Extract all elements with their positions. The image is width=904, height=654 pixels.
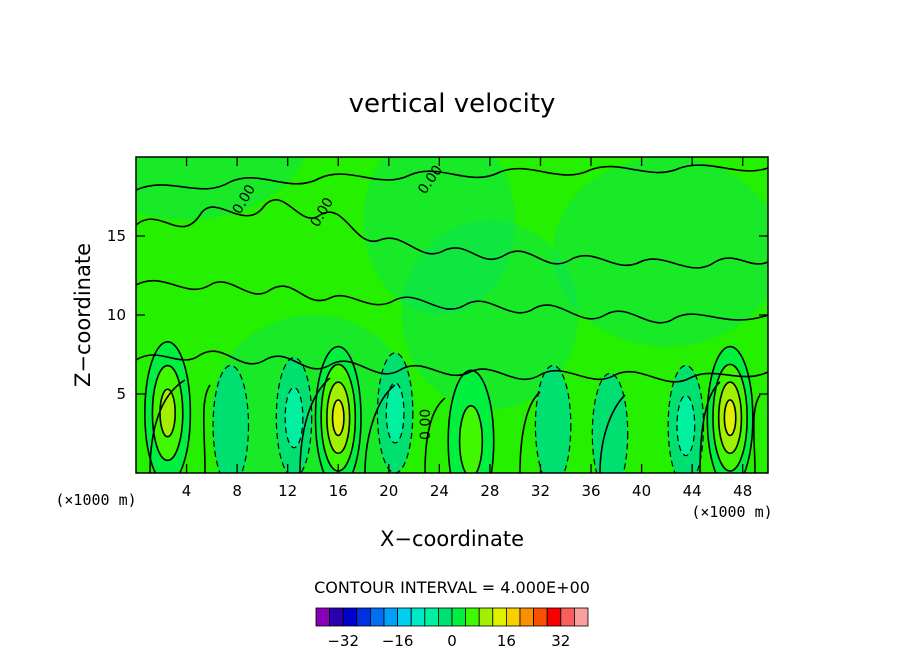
downdraft-contour: [284, 387, 304, 449]
colorbar-swatch: [424, 607, 439, 627]
updraft-contour: [458, 405, 484, 473]
colorbar-swatch: [342, 607, 358, 627]
zero-contour: [149, 377, 761, 473]
colorbar-swatch: [410, 607, 426, 627]
downdraft-fill: [676, 395, 695, 456]
zero-contour: [136, 350, 768, 383]
x-axis-ticks: 4 8 12 16 20 24 28 32 36 40 44 48: [182, 157, 752, 500]
y-axis-ticks: 5 10 15: [107, 227, 768, 403]
colorbar-tick-label: 0: [447, 632, 457, 650]
updraft-contour: [712, 363, 748, 472]
x-tick-label: 32: [531, 482, 550, 500]
x-tick-label: 12: [278, 482, 297, 500]
downdraft-fill: [535, 365, 571, 473]
colorbar-swatch: [465, 607, 480, 627]
contour-lines: [144, 341, 754, 473]
zero-contour: [136, 198, 768, 269]
colorbar-swatch: [383, 607, 399, 627]
downdraft-contour: [212, 364, 250, 473]
colorbar-swatch: [574, 607, 589, 627]
zero-contour: [136, 164, 768, 191]
x-tick-label: 44: [683, 482, 702, 500]
updraft-contour: [723, 399, 737, 437]
weak-downdraft-region: [553, 157, 768, 347]
zero-contour: [136, 279, 768, 324]
colorbar-swatch: [478, 607, 494, 627]
downdraft-fill: [285, 387, 303, 448]
colorbar-swatch: [492, 607, 507, 627]
contour-interval-text: CONTOUR INTERVAL = 4.000E+00: [314, 578, 590, 597]
updraft-contour: [314, 345, 362, 473]
colorbar-swatch: [369, 607, 385, 627]
downdraft-contour: [667, 364, 705, 473]
colorbar-swatch: [533, 607, 548, 627]
weak-downdraft-region: [136, 157, 306, 221]
x-tick-label: 4: [182, 482, 192, 500]
x-tick-label: 16: [329, 482, 348, 500]
updraft-contour: [331, 399, 345, 437]
updraft-fill: [459, 405, 483, 473]
colorbar-swatch: [397, 607, 412, 627]
x-axis-label: X−coordinate: [380, 527, 524, 551]
colorbar-tick-label: 32: [551, 632, 570, 650]
downdraft-fill: [213, 365, 249, 473]
x-tick-label: 36: [581, 482, 600, 500]
colorbar-tick-label: −32: [327, 632, 359, 650]
updraft-contour: [151, 364, 184, 462]
colorbar-swatch: [505, 607, 521, 627]
colorbar-swatch: [329, 607, 344, 627]
x-tick-label: 8: [232, 482, 242, 500]
updraft-contour: [326, 381, 351, 455]
colorbar-tick-label: 16: [497, 632, 516, 650]
y-tick-label: 15: [107, 227, 126, 245]
downdraft-contour: [275, 357, 313, 473]
x-tick-label: 20: [379, 482, 398, 500]
updraft-fill: [332, 399, 344, 436]
weak-downdraft-region: [211, 315, 415, 473]
zero-contour-lines: [136, 164, 768, 473]
downdraft-contour: [385, 382, 405, 444]
contour-fields: [136, 157, 768, 473]
colorbar-swatch: [451, 607, 467, 627]
downdraft-fill: [386, 382, 404, 443]
colorbar-swatch: [519, 607, 535, 627]
x-tick-label: 40: [632, 482, 651, 500]
downdraft-contour: [591, 372, 629, 473]
updraft-fill: [724, 399, 736, 436]
updraft-contour: [144, 341, 192, 473]
x-origin-unit-label: (×1000 m): [55, 491, 136, 509]
x-tick-label: 48: [733, 482, 752, 500]
x-axis-unit-label: (×1000 m): [691, 503, 772, 521]
updraft-contour: [159, 388, 176, 438]
chart-title: vertical velocity: [349, 89, 556, 119]
updraft-contour: [717, 381, 743, 455]
downdraft-contour: [676, 394, 696, 457]
y-axis-label: Z−coordinate: [71, 243, 95, 387]
weak-downdraft-region: [401, 220, 579, 410]
colorbar-swatch: [437, 607, 453, 627]
updraft-contour: [447, 369, 495, 473]
y-tick-label: 10: [107, 306, 126, 324]
colorbar-swatch: [356, 607, 371, 627]
colorbar-swatch: [315, 607, 331, 627]
x-tick-label: 24: [430, 482, 449, 500]
colorbar-swatch: [546, 607, 562, 627]
updraft-contour: [706, 345, 754, 473]
colorbar: −32 −16 0 16 32: [315, 607, 589, 650]
x-tick-label: 28: [480, 482, 499, 500]
contour-label-zero: 0.00: [418, 409, 434, 440]
weak-downdraft-region: [363, 157, 516, 315]
colorbar-tick-label: −16: [382, 632, 414, 650]
y-tick-label: 5: [116, 385, 126, 403]
downdraft-contour: [534, 364, 572, 473]
colorbar-swatch: [560, 607, 575, 627]
